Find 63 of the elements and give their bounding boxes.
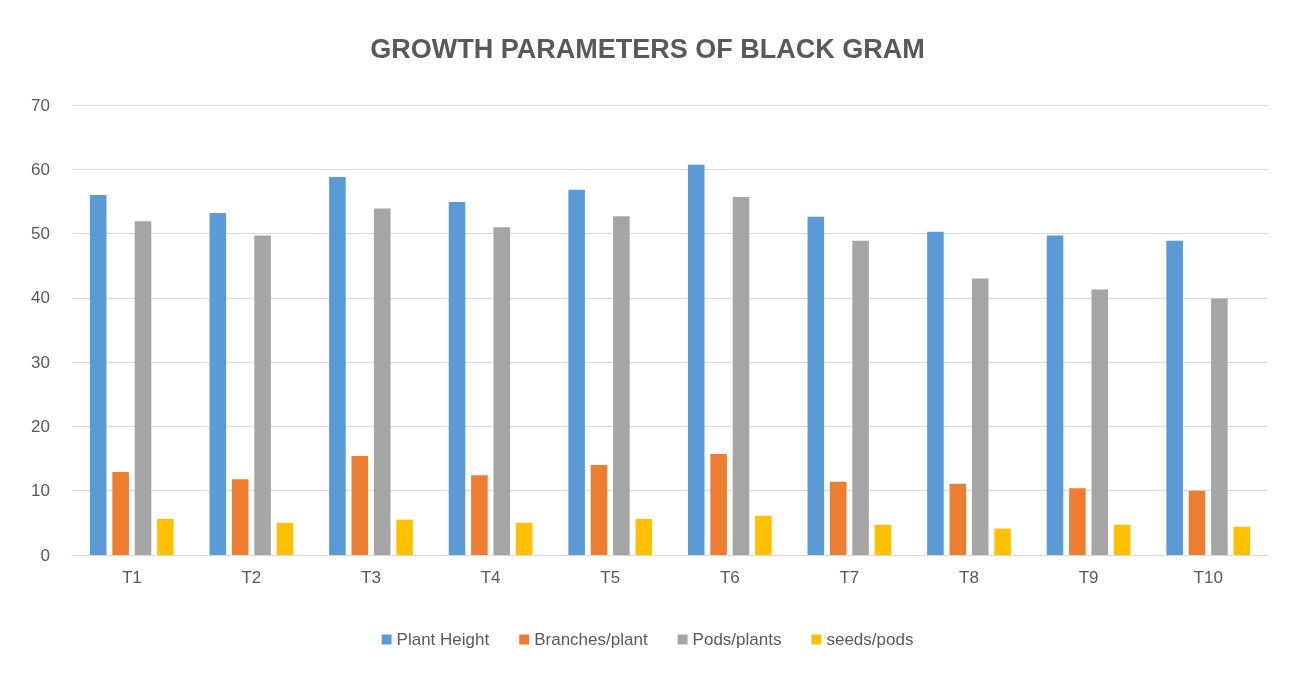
bar	[471, 475, 488, 555]
x-tick-label: T4	[480, 568, 501, 587]
bar	[157, 519, 174, 555]
bar	[1211, 298, 1228, 555]
chart-title: GROWTH PARAMETERS OF BLACK GRAM	[370, 33, 925, 64]
bar	[1069, 488, 1086, 555]
bar	[134, 221, 152, 555]
x-tick-label: T2	[241, 568, 262, 587]
x-tick-label: T5	[600, 568, 621, 587]
bar	[613, 216, 630, 555]
x-tick-label: T6	[719, 568, 740, 587]
bar	[874, 524, 892, 555]
bar	[493, 227, 511, 555]
x-tick-label: T9	[1078, 568, 1099, 587]
bar	[276, 522, 294, 555]
y-tick-label: 40	[31, 288, 50, 308]
bar	[396, 519, 413, 555]
bar	[829, 481, 847, 555]
x-tick-label: T3	[361, 568, 381, 587]
y-tick-label: 10	[31, 481, 50, 501]
bar	[209, 213, 227, 555]
legend-label: Branches/plant	[534, 630, 648, 649]
x-tick-label: T1	[121, 568, 142, 587]
bar	[635, 519, 653, 555]
x-tick-label: T8	[959, 568, 979, 587]
bar	[1046, 235, 1064, 555]
bar	[687, 164, 705, 555]
bar	[373, 208, 391, 555]
bar	[927, 231, 944, 555]
bar	[254, 235, 271, 555]
bar	[1091, 289, 1109, 555]
x-tick-label: T7	[839, 568, 860, 587]
bar	[732, 196, 750, 555]
bar	[329, 177, 346, 555]
bar	[971, 278, 989, 555]
bar	[949, 483, 967, 555]
legend-label: Pods/plants	[692, 630, 782, 649]
bar	[852, 240, 869, 555]
bar	[112, 472, 129, 555]
bar	[515, 522, 533, 555]
y-tick-label: 50	[31, 224, 50, 244]
y-tick-label: 0	[40, 545, 50, 565]
bar	[1233, 526, 1251, 555]
bar	[448, 202, 466, 555]
legend-label: Plant Height	[396, 630, 490, 649]
y-tick-label: 30	[31, 352, 50, 372]
y-tick-label: 70	[31, 95, 50, 115]
bar	[231, 479, 249, 555]
bar	[710, 454, 727, 555]
y-tick-label: 20	[31, 416, 50, 436]
bar	[994, 528, 1011, 555]
bar	[1188, 490, 1206, 555]
bar	[1113, 524, 1131, 555]
bar	[590, 465, 608, 555]
x-tick-label: T10	[1193, 568, 1223, 587]
legend-label: seeds/pods	[826, 630, 914, 649]
y-tick-label: 60	[31, 159, 50, 179]
bar	[807, 216, 825, 555]
bar	[351, 456, 369, 555]
bar	[755, 515, 772, 555]
bar	[568, 189, 585, 555]
bar	[89, 195, 107, 555]
bar	[1166, 240, 1183, 555]
